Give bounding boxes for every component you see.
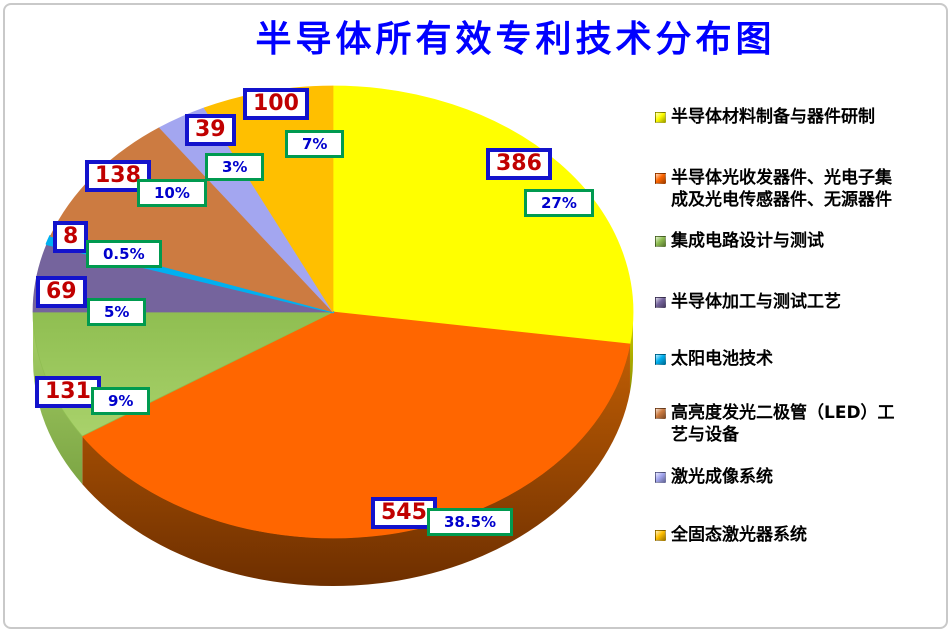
value-label[interactable]: 131 [35, 376, 101, 408]
pie-slice-1[interactable] [332, 85, 634, 345]
legend-label: 集成电路设计与测试 [671, 231, 824, 251]
value-label[interactable]: 8 [53, 221, 89, 253]
percent-label[interactable]: 38.5% [427, 508, 514, 536]
value-label[interactable]: 386 [486, 148, 552, 180]
legend-label: 半导体加工与测试工艺 [671, 292, 841, 312]
legend-item[interactable]: 半导体光收发器件、光电子集成及光电传感器件、无源器件 [655, 167, 905, 211]
percent-label[interactable]: 0.5% [86, 240, 162, 268]
legend-label: 太阳电池技术 [671, 349, 773, 369]
legend-label: 半导体材料制备与器件研制 [671, 107, 875, 127]
pie-slice-side [629, 312, 633, 392]
legend-label: 半导体光收发器件、光电子集成及光电传感器件、无源器件 [671, 168, 892, 210]
value-label[interactable]: 39 [185, 114, 236, 146]
legend-label: 激光成像系统 [671, 467, 773, 487]
legend-swatch-icon [655, 472, 666, 483]
percent-label[interactable]: 3% [205, 153, 265, 181]
value-label[interactable]: 100 [243, 88, 309, 120]
legend-item[interactable]: 半导体材料制备与器件研制 [655, 106, 905, 128]
legend-swatch-icon [655, 173, 666, 184]
legend-item[interactable]: 高亮度发光二极管（LED）工艺与设备 [655, 402, 905, 446]
legend-item[interactable]: 激光成像系统 [655, 466, 905, 488]
legend-swatch-icon [655, 354, 666, 365]
legend-item[interactable]: 集成电路设计与测试 [655, 230, 905, 252]
percent-label[interactable]: 9% [91, 387, 151, 415]
legend-swatch-icon [655, 530, 666, 541]
legend-item[interactable]: 全固态激光器系统 [655, 524, 905, 546]
legend-item[interactable]: 半导体加工与测试工艺 [655, 291, 905, 313]
value-label[interactable]: 545 [371, 497, 437, 529]
legend-swatch-icon [655, 297, 666, 308]
pie-slice-side [33, 312, 83, 485]
percent-label[interactable]: 7% [285, 130, 345, 158]
legend-label: 高亮度发光二极管（LED）工艺与设备 [671, 403, 895, 445]
legend-item[interactable]: 太阳电池技术 [655, 348, 905, 370]
percent-label[interactable]: 27% [524, 189, 594, 217]
chart-title: 半导体所有效专利技术分布图 [255, 19, 776, 60]
legend-label: 全固态激光器系统 [671, 525, 807, 545]
percent-label[interactable]: 10% [137, 179, 207, 207]
percent-label[interactable]: 5% [87, 298, 147, 326]
value-label[interactable]: 69 [36, 276, 87, 308]
legend-swatch-icon [655, 112, 666, 123]
legend-swatch-icon [655, 236, 666, 247]
legend-swatch-icon [655, 408, 666, 419]
